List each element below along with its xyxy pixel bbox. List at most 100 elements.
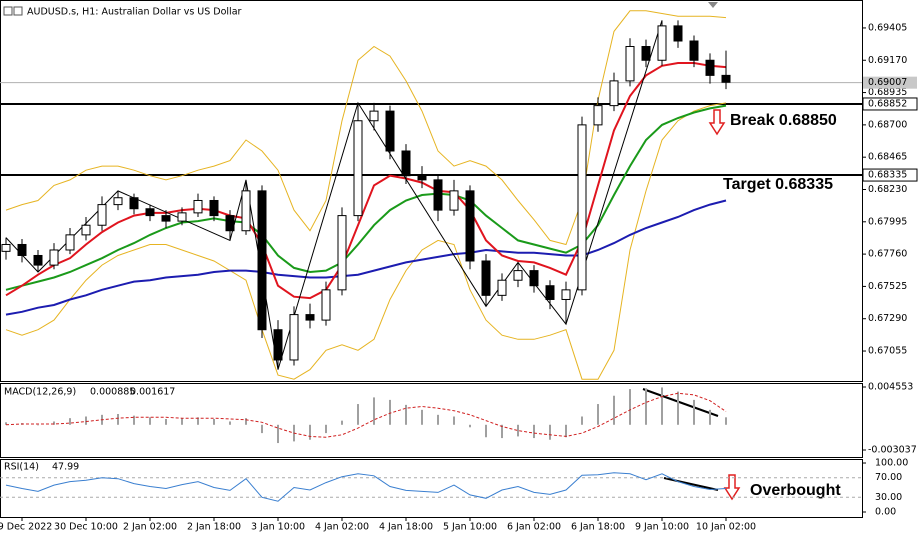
macd-bar [453,416,455,425]
candle-body [33,254,43,266]
macd-bar [277,424,279,444]
x-tick-label: 29 Dec 2022 [0,522,52,533]
macd-bar [613,395,615,425]
macd-label: MACD(12,26,9) [4,387,76,398]
macd-bar [245,418,247,425]
candle-body [17,243,27,256]
macd-bar [341,420,343,425]
candle-body [289,314,299,361]
y-tick-label: 0.00 [875,507,896,518]
macd-bar [693,399,695,425]
macd-bar [549,424,551,440]
y-tick-label: 30.00 [875,492,902,503]
level-label: 0.68335 [868,170,907,181]
macd-value: 0.000885 [90,387,135,398]
macd-bar [517,424,519,437]
macd-bar [437,414,439,425]
macd-bar [197,417,199,425]
macd-bar [69,418,71,425]
y-tick-label: 70.00 [875,472,902,483]
candle-body [689,40,699,61]
macd-bar [357,404,359,425]
indicator-line [5,199,727,316]
macd-bar [229,421,231,425]
y-tick-label: 0.004553 [868,382,913,393]
x-tick-label: 5 Jan 10:00 [443,522,497,533]
down-arrow [723,474,741,501]
y-tick-label: 0.67995 [868,216,907,227]
macd-bar [485,424,487,438]
candle-body [721,74,731,83]
trend-line [642,388,719,417]
y-tick-label: 0.68230 [868,184,907,195]
candle-body [401,150,411,177]
x-tick-label: 4 Jan 02:00 [315,522,369,533]
chart-title: AUDUSD.s, H1: Australian Dollar vs US Do… [27,7,242,18]
macd-bar [565,424,567,438]
x-tick-label: 9 Jan 10:00 [635,522,689,533]
macd-bar [309,424,311,440]
candle-body [193,199,203,214]
rsi-line [5,472,727,502]
macd-bar [5,422,7,425]
shift-marker [708,2,718,8]
candle-body [705,59,715,76]
candle-body [673,25,683,42]
macd-panel [0,383,863,458]
y-tick-label: 0.68465 [868,152,907,163]
macd-bar [85,416,87,425]
candle-body [465,190,475,262]
candle-body [97,204,107,226]
candle-body [417,175,427,181]
candle-body [609,80,619,107]
annotation: Target 0.68335 [723,176,833,193]
current-price-label: 0.69007 [868,77,907,88]
price-label-box [862,168,918,182]
candle-body [273,329,283,361]
level-label: 0.68852 [868,98,907,109]
rsi-value: 47.99 [52,462,79,473]
price-label-box [862,97,918,111]
candle-body [657,25,667,61]
indicator-line [5,102,727,380]
y-tick-label: -0.003037 [868,445,917,456]
y-tick-label: 0.69170 [868,55,907,66]
y-tick-label: 100.00 [875,458,908,469]
candle-body [481,260,491,296]
y-tick-label: 0.68935 [868,87,907,98]
candle-body [209,199,219,217]
macd-bar [373,397,375,425]
indicator-line [5,104,727,291]
x-tick-label: 3 Jan 10:00 [251,522,305,533]
candle-body [513,270,523,281]
macd-bar [581,416,583,425]
candle-body [177,212,187,222]
macd-value: 0.001617 [130,387,175,398]
y-tick-label: 0.67055 [868,346,907,357]
indicator-line [5,62,727,300]
macd-signal [5,392,727,438]
candle-body [369,110,379,122]
x-tick-label: 6 Jan 18:00 [571,522,625,533]
candle-body [449,190,459,211]
candle-body [641,46,651,61]
candle-body [225,215,235,232]
candle-body [497,279,507,296]
macd-bar [709,409,711,425]
macd-bar [389,399,391,425]
candle-body [49,249,59,266]
macd-bar [501,424,503,439]
y-tick-label: 0.67525 [868,281,907,292]
candle-body [433,179,443,211]
candle-body [545,285,555,300]
candle-body [577,124,587,291]
macd-bar [213,418,215,425]
candle-body [593,105,603,126]
macd-bar [533,424,535,439]
rsi-label: RSI(14) [4,462,39,473]
price-label-box [863,76,917,89]
macd-bar [661,387,663,425]
macd-bar [597,404,599,425]
annotation: Break 0.68850 [730,112,837,129]
macd-bar [117,414,119,425]
